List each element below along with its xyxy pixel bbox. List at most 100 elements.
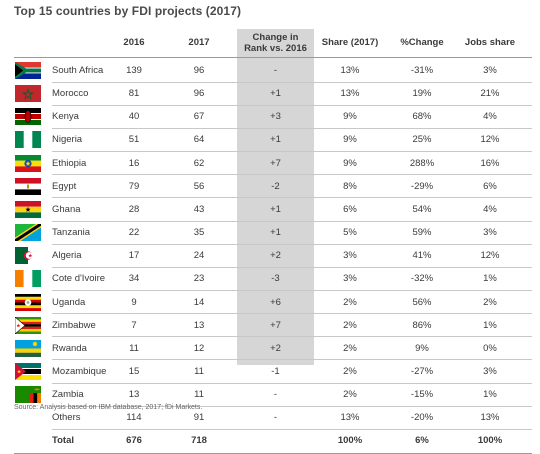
pct-change: 6% <box>415 435 429 447</box>
value-2016: 16 <box>128 157 140 169</box>
tanzania-flag-icon <box>15 224 41 242</box>
rank-change: +7 <box>270 157 281 169</box>
row-divider <box>52 220 532 222</box>
pct-change: 19% <box>412 88 432 100</box>
jobs-share: 1% <box>483 389 497 401</box>
share-2017: 13% <box>340 65 360 76</box>
jobs-share: 12% <box>480 134 500 146</box>
rank-change: +1 <box>270 203 281 215</box>
table-row: Algeria 17 24 +2 3% 41% 12% <box>0 244 540 267</box>
table-bottom-rule <box>14 452 532 454</box>
rank-change: +2 <box>270 342 281 354</box>
jobs-share: 16% <box>480 157 500 169</box>
share-2017: 2% <box>343 296 357 308</box>
country-name: Egypt <box>52 180 77 192</box>
share-2017: 9% <box>343 111 357 123</box>
rank-change <box>237 429 314 452</box>
header-pct-change: %Change <box>400 37 444 48</box>
pct-change: -31% <box>410 65 434 76</box>
share-2017: 2% <box>343 319 357 331</box>
value-2017: 96 <box>193 88 205 100</box>
table-row: Mozambique 15 11 -1 2% -27% 3% <box>0 360 540 383</box>
value-2016: 9 <box>131 296 137 308</box>
value-2017: 35 <box>193 227 205 239</box>
page-title: Top 15 countries by FDI projects (2017) <box>14 4 242 18</box>
country-name: Mozambique <box>52 365 107 377</box>
pct-change: 86% <box>412 319 432 331</box>
rank-change: -1 <box>271 365 280 377</box>
share-2017: 3% <box>343 273 357 285</box>
rank-change: +1 <box>270 134 281 146</box>
pct-change: 288% <box>409 157 435 169</box>
header-share: Share (2017) <box>321 37 379 48</box>
jobs-share: 2% <box>483 296 497 308</box>
country-name: Rwanda <box>52 342 87 354</box>
table-row: Morocco 81 96 +1 13% 19% 21% <box>0 82 540 105</box>
egypt-flag-icon <box>15 177 41 195</box>
value-2016: 11 <box>129 342 139 354</box>
country-name: Ethiopia <box>52 157 87 169</box>
pct-change: 9% <box>415 342 429 354</box>
row-divider <box>52 359 532 361</box>
share-2017: 5% <box>343 227 357 239</box>
country-name: South Africa <box>52 65 104 76</box>
table-row: Cote d'Ivoire 34 23 -3 3% -32% 1% <box>0 267 540 290</box>
pct-change: -32% <box>410 273 434 285</box>
value-2016: 17 <box>128 250 140 262</box>
share-2017: 3% <box>343 250 357 262</box>
value-2017: 96 <box>193 65 205 76</box>
rank-change: +2 <box>270 250 281 262</box>
pct-change: 25% <box>412 134 432 146</box>
table-row: Zimbabwe 7 13 +7 2% 86% 1% <box>0 314 540 337</box>
value-2016: 28 <box>128 203 140 215</box>
share-2017: 2% <box>343 365 357 377</box>
jobs-share: 3% <box>483 65 497 76</box>
value-2017: 64 <box>193 134 205 146</box>
row-divider <box>52 104 532 106</box>
row-divider <box>52 313 532 315</box>
row-divider <box>52 151 532 153</box>
ethiopia-flag-icon <box>15 154 41 172</box>
jobs-share: 21% <box>480 88 500 100</box>
row-divider <box>52 266 532 268</box>
rank-change: +6 <box>270 296 281 308</box>
cote-divoire-flag-icon <box>15 270 41 288</box>
pct-change: -29% <box>410 180 434 192</box>
value-2017: 62 <box>193 157 205 169</box>
rank-change: -2 <box>271 180 280 192</box>
header-change-rank: Change in Rank vs. 2016 <box>237 29 314 56</box>
value-2016: 676 <box>126 435 142 447</box>
table-row: Nigeria 51 64 +1 9% 25% 12% <box>0 128 540 151</box>
country-name: Ghana <box>52 203 81 215</box>
jobs-share: 1% <box>483 273 497 285</box>
value-2016: 22 <box>128 227 140 239</box>
south-africa-flag-icon <box>15 62 41 79</box>
row-divider <box>52 81 532 83</box>
table-row: Rwanda 11 12 +2 2% 9% 0% <box>0 337 540 360</box>
header-2017: 2017 <box>188 37 210 48</box>
country-name: Zimbabwe <box>52 319 96 331</box>
ghana-flag-icon <box>15 200 41 218</box>
table-row: Uganda 9 14 +6 2% 56% 2% <box>0 291 540 314</box>
jobs-share: 6% <box>483 180 497 192</box>
table-row: Zambia 13 11 - 2% -15% 1% <box>0 383 540 406</box>
pct-change: 54% <box>412 203 432 215</box>
share-2017: 100% <box>337 435 363 447</box>
value-2016: 34 <box>128 273 140 285</box>
country-name: Cote d'Ivoire <box>52 273 106 285</box>
header-rule <box>14 57 532 58</box>
row-divider <box>52 174 532 176</box>
value-2017: 67 <box>193 111 205 123</box>
row-divider <box>52 290 532 291</box>
value-2016: 40 <box>128 111 140 123</box>
country-name: Kenya <box>52 111 79 123</box>
value-2017: 718 <box>191 435 207 447</box>
uganda-flag-icon <box>15 293 41 311</box>
rank-change: -3 <box>271 273 280 285</box>
rank-change: +7 <box>270 319 281 331</box>
pct-change: 68% <box>412 111 432 123</box>
value-2017: 43 <box>193 203 205 215</box>
rank-change: +1 <box>270 227 281 239</box>
value-2017: 24 <box>193 250 205 262</box>
header-change-line1: Change in <box>252 31 299 43</box>
